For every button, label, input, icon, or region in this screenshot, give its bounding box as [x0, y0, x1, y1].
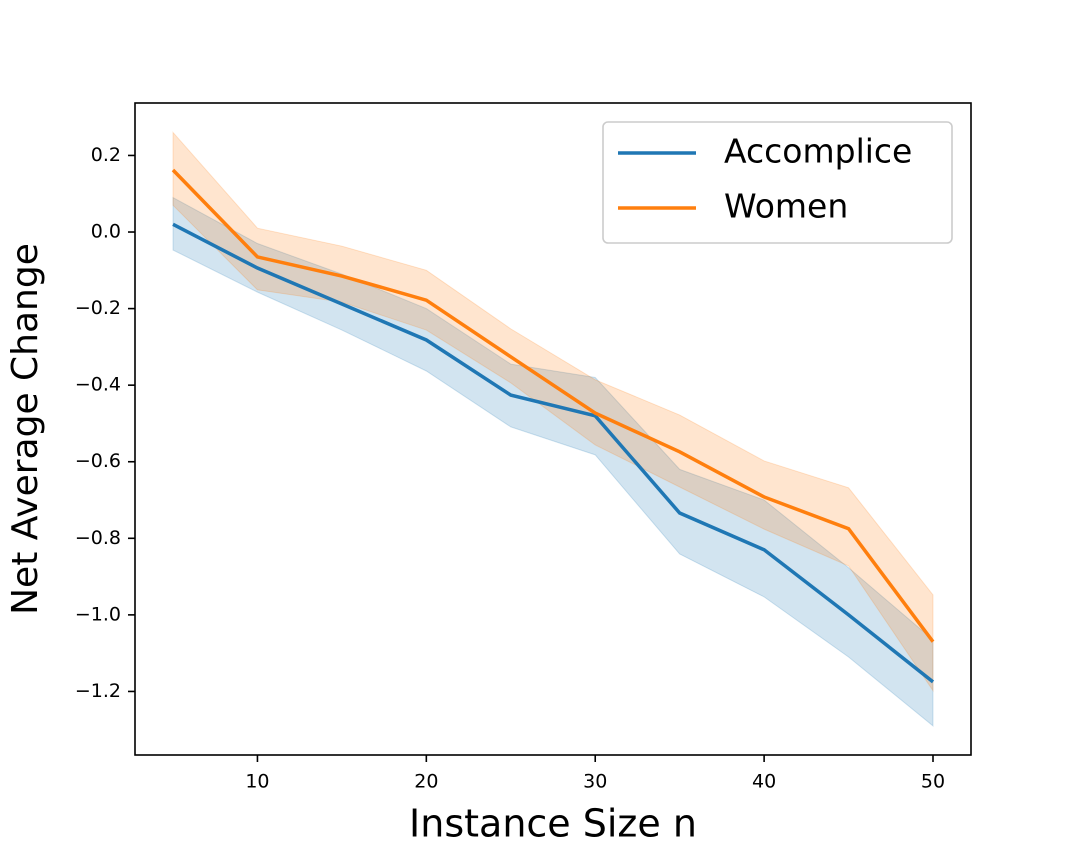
plot-frame: [134, 102, 972, 756]
legend-label: Accomplice: [724, 132, 912, 171]
y-tick-label: −0.6: [75, 450, 121, 472]
y-axis-label: Net Average Change: [5, 243, 46, 615]
x-tick-label: 20: [414, 771, 438, 793]
y-tick-label: 0.2: [91, 144, 121, 166]
x-axis-label: Instance Size n: [409, 802, 697, 846]
x-tick-label: 30: [583, 771, 607, 793]
series-line: [172, 222, 935, 684]
confidence-band: [172, 131, 934, 693]
legend-label: Women: [724, 187, 848, 226]
x-tick-label: 50: [921, 771, 945, 793]
series-line: [171, 168, 935, 643]
y-tick-label: −1.2: [75, 680, 121, 702]
y-tick-label: −0.4: [75, 374, 121, 396]
x-tick-label: 40: [752, 771, 776, 793]
y-tick-label: 0.0: [91, 221, 121, 243]
confidence-band: [172, 196, 934, 727]
y-tick-label: −1.0: [75, 603, 121, 625]
y-tick-label: −0.8: [75, 527, 121, 549]
x-tick-label: 10: [245, 771, 269, 793]
y-tick-label: −0.2: [75, 297, 121, 319]
